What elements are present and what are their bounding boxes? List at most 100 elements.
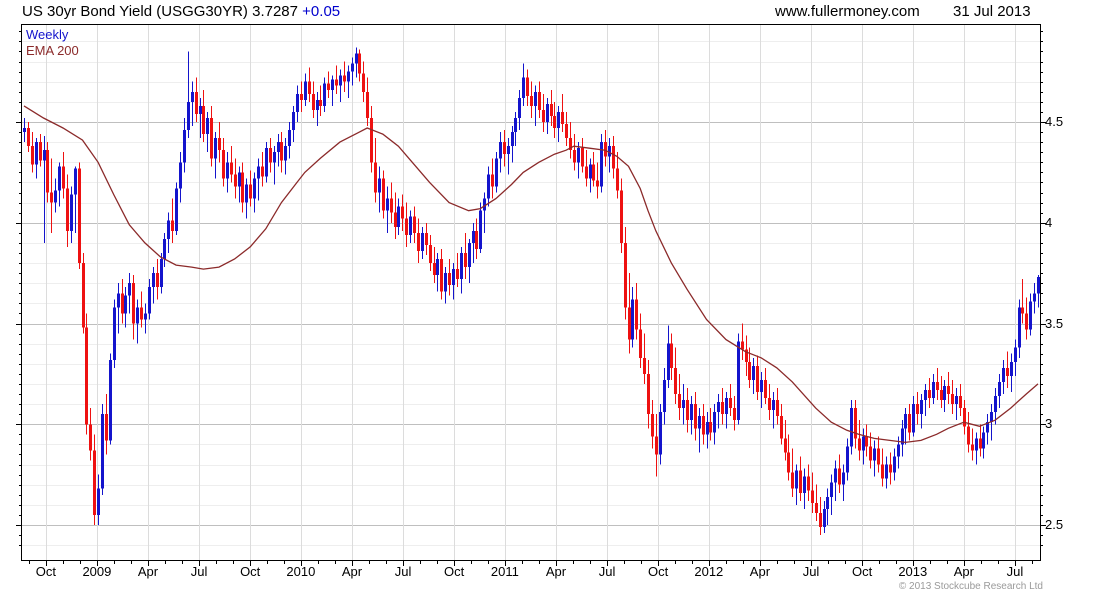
candle-body: [78, 168, 81, 264]
legend-weekly: Weekly: [26, 27, 69, 42]
candle-body: [82, 263, 85, 328]
candle-body: [811, 490, 814, 503]
candle-body: [390, 198, 393, 213]
candle-body: [787, 452, 790, 473]
candle-body: [791, 472, 794, 489]
candle-body: [386, 198, 389, 211]
candle-body: [561, 111, 564, 125]
candle-body: [565, 124, 568, 139]
candle-body: [764, 379, 767, 399]
candle-body: [187, 101, 190, 131]
candle-body: [823, 508, 826, 528]
candle-body: [218, 138, 221, 151]
x-axis-label: Jul: [1006, 564, 1024, 579]
candle-body: [912, 404, 915, 433]
candle-body: [202, 105, 205, 135]
chart-title: US 30yr Bond Yield (USGG30YR) 3.7287 +0.…: [22, 3, 340, 20]
candle-body: [990, 412, 993, 423]
x-axis-label: Apr: [953, 564, 974, 579]
candle-body: [600, 142, 603, 187]
candle-body: [491, 174, 494, 187]
candle-body: [538, 91, 541, 110]
candle-body: [979, 438, 982, 449]
candle-body: [655, 436, 658, 455]
candle-body: [725, 398, 728, 415]
candle-body: [50, 192, 53, 203]
candle-body: [308, 81, 311, 94]
x-axis-label: Oct: [35, 564, 56, 579]
candle-body: [784, 438, 787, 453]
y-axis-label: 4.5: [1045, 114, 1064, 129]
candle-body: [54, 190, 57, 203]
candle-body: [713, 412, 716, 433]
candle-body: [526, 77, 529, 96]
candle-body: [132, 283, 135, 324]
x-axis-label: Apr: [137, 564, 159, 579]
candle-body: [628, 307, 631, 340]
candle-body: [210, 117, 213, 159]
candle-body: [936, 381, 939, 390]
candle-body: [1033, 293, 1036, 302]
ema-line: [23, 105, 1039, 444]
copyright-label: © 2013 Stockcube Research Ltd: [898, 581, 1043, 592]
candle-body: [433, 263, 436, 276]
candle-body: [1037, 277, 1040, 294]
candle-body: [452, 269, 455, 286]
candle-body: [124, 295, 127, 314]
candle-body: [768, 398, 771, 411]
candle-body: [405, 218, 408, 235]
candle-body: [121, 293, 124, 314]
candle-body: [261, 166, 264, 177]
candle-body: [234, 174, 237, 187]
plot-border: [21, 24, 1041, 561]
candle-body: [444, 273, 447, 292]
candle-body: [253, 178, 256, 199]
candle-body: [518, 97, 521, 118]
candle-body: [495, 158, 498, 187]
candle-body: [916, 404, 919, 415]
candle-body: [436, 259, 439, 276]
candle-body: [756, 365, 759, 393]
candle-body: [842, 472, 845, 485]
candle-body: [994, 396, 997, 413]
candle-body: [1029, 301, 1032, 330]
candle-body: [604, 142, 607, 157]
candle-body: [113, 307, 116, 360]
candle-body: [355, 53, 358, 64]
candle-body: [230, 162, 233, 175]
x-axis-label: Jul: [394, 564, 412, 579]
candle-body: [670, 343, 673, 368]
candle-body: [709, 422, 712, 433]
candle-body: [483, 198, 486, 211]
candle-body: [183, 130, 186, 163]
candle-body: [23, 128, 26, 133]
candle-body: [292, 111, 295, 131]
candle-body: [647, 373, 650, 415]
candle-body: [429, 244, 432, 264]
candle-body: [741, 341, 744, 350]
candle-body: [737, 341, 740, 421]
candle-body: [826, 496, 829, 509]
x-axis-label: Oct: [240, 564, 261, 579]
x-axis-label: 2009: [82, 564, 112, 579]
candle-body: [608, 146, 611, 157]
candle-body: [394, 212, 397, 227]
x-axis-label: Apr: [749, 564, 771, 579]
y-axis-label: 3.5: [1045, 315, 1064, 331]
x-axis-label: Jul: [598, 564, 616, 579]
candle-body: [300, 93, 303, 100]
candle-body: [678, 394, 681, 409]
candle-body: [542, 109, 545, 122]
candle-body: [238, 172, 241, 187]
candle-body: [908, 414, 911, 433]
candle-body: [795, 470, 798, 489]
candle-body: [776, 400, 779, 417]
candle-body: [85, 327, 88, 425]
candle-body: [511, 132, 514, 147]
candle-body: [643, 357, 646, 374]
candle-body: [667, 343, 670, 380]
candle-body: [951, 394, 954, 405]
candle-body: [460, 252, 463, 280]
candle-body: [838, 468, 841, 485]
candle-body: [499, 142, 502, 159]
